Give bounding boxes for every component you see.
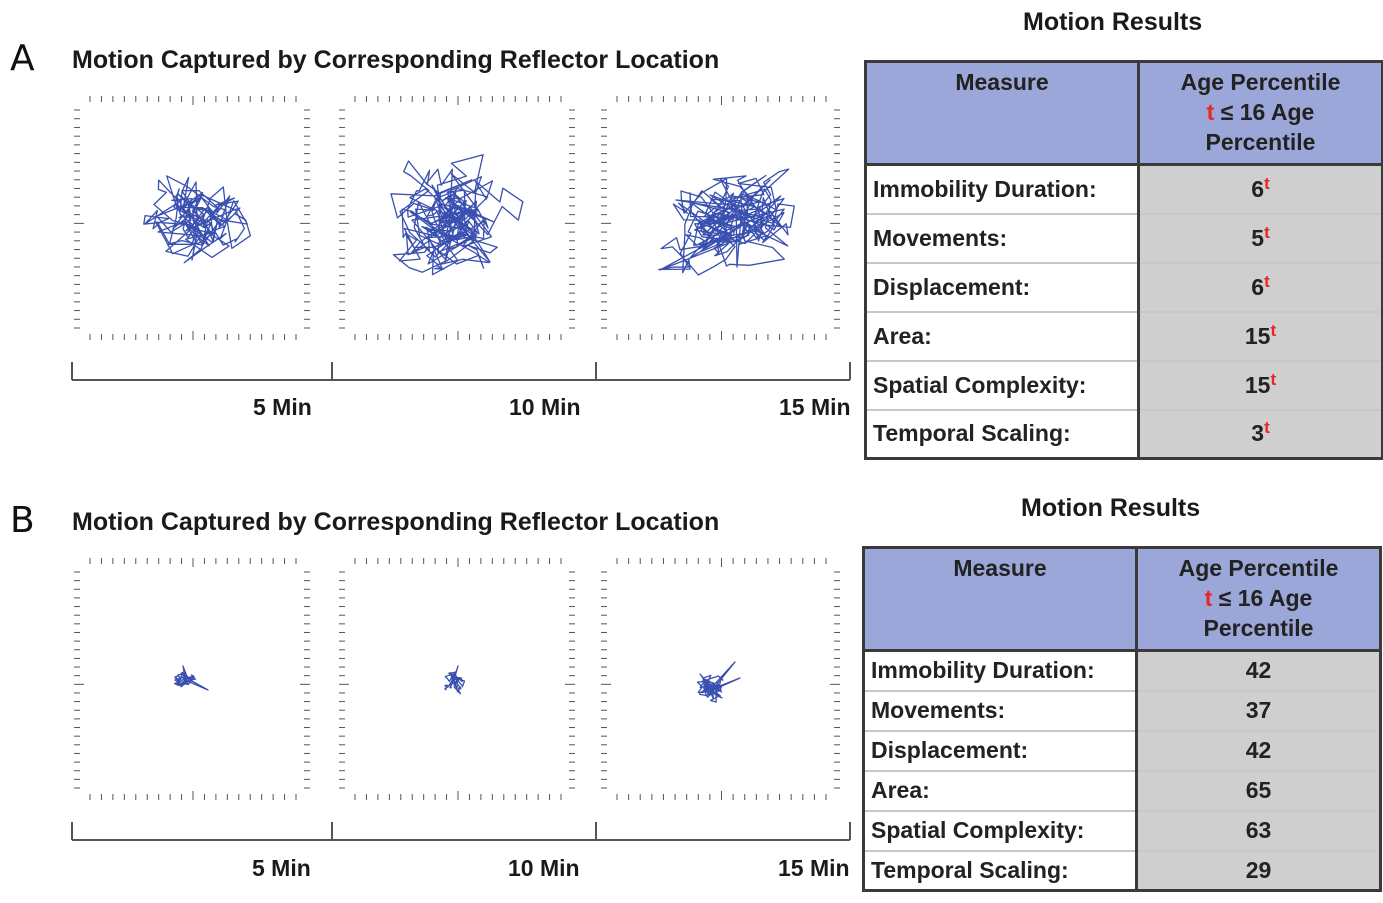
value-cell: 65	[1135, 769, 1382, 812]
value-cell: 29	[1135, 849, 1382, 892]
time-label-10min: 10 Min	[509, 394, 581, 420]
measure-cell: Immobility Duration:	[862, 649, 1138, 692]
plot-frame-2	[339, 96, 575, 340]
table-row: Temporal Scaling: 29	[862, 849, 1382, 892]
trajectory-5min	[143, 175, 252, 264]
flag-t: t	[1270, 320, 1277, 340]
results-title: Motion Results	[1023, 8, 1203, 36]
header-flag-t: t	[1206, 99, 1215, 125]
time-label-10min: 10 Min	[508, 855, 580, 881]
trajectory-plots-svg	[71, 558, 851, 841]
panel-b: B Motion Captured by Corresponding Refle…	[0, 486, 1383, 903]
table-row: Immobility Duration: 6t	[864, 163, 1383, 215]
time-label-15min: 15 Min	[778, 855, 850, 881]
trajectory-15min	[696, 661, 741, 703]
table-row: Movements: 37	[862, 689, 1382, 732]
trajectory-15min	[658, 168, 795, 276]
measure-cell: Spatial Complexity:	[862, 809, 1138, 852]
table-row: Spatial Complexity: 63	[862, 809, 1382, 852]
measure-cell: Area:	[862, 769, 1138, 812]
measure-cell: Immobility Duration:	[864, 163, 1140, 215]
plot-frame-1	[74, 558, 310, 800]
header-age-percentile: Age Percentile t ≤ 16 Age Percentile	[1135, 546, 1382, 652]
table-row: Spatial Complexity: 15t	[864, 359, 1383, 411]
table-row: Area: 65	[862, 769, 1382, 812]
value-cell: 6t	[1137, 261, 1383, 313]
measure-cell: Movements:	[864, 212, 1140, 264]
measure-cell: Temporal Scaling:	[864, 408, 1140, 460]
value-cell: 42	[1135, 649, 1382, 692]
trajectory-5min	[173, 665, 209, 691]
panel-letter: A	[10, 38, 35, 79]
time-scale-bar	[71, 822, 851, 841]
time-label-15min: 15 Min	[779, 394, 851, 420]
measure-cell: Movements:	[862, 689, 1138, 732]
value-cell: 15t	[1137, 310, 1383, 362]
value-cell: 63	[1135, 809, 1382, 852]
flag-t: t	[1264, 173, 1270, 193]
trajectory-10min	[444, 665, 466, 695]
table-row: Displacement: 42	[862, 729, 1382, 772]
time-label-5min: 5 Min	[252, 855, 311, 881]
trajectory-plots-svg	[71, 96, 851, 381]
table-row: Immobility Duration: 42	[862, 649, 1382, 692]
plot-frame-2	[339, 558, 575, 800]
header-flag-t: t	[1204, 585, 1213, 611]
table-row: Temporal Scaling: 3t	[864, 408, 1383, 460]
plot-frame-3	[601, 96, 840, 340]
measure-cell: Displacement:	[864, 261, 1140, 313]
flag-t: t	[1264, 418, 1270, 438]
panel-a: A Motion Captured by Corresponding Refle…	[10, 8, 1383, 460]
flag-t: t	[1264, 271, 1270, 291]
motion-results-table: Measure Age Percentile t ≤ 16 Age Percen…	[864, 60, 1383, 460]
measure-cell: Spatial Complexity:	[864, 359, 1140, 411]
motion-results-table: Measure Age Percentile t ≤ 16 Age Percen…	[862, 546, 1382, 892]
panel-letter: B	[10, 500, 35, 541]
table-row: Displacement: 6t	[864, 261, 1383, 313]
flag-t: t	[1270, 369, 1277, 389]
time-scale-bar	[71, 362, 851, 381]
value-cell: 42	[1135, 729, 1382, 772]
value-cell: 3t	[1137, 408, 1383, 460]
measure-cell: Temporal Scaling:	[862, 849, 1138, 892]
panel-title: Motion Captured by Corresponding Reflect…	[72, 508, 720, 536]
value-cell: 6t	[1137, 163, 1383, 215]
header-age-percentile: Age Percentile t ≤ 16 Age Percentile	[1137, 60, 1383, 166]
measure-cell: Displacement:	[862, 729, 1138, 772]
panel-title: Motion Captured by Corresponding Reflect…	[72, 46, 720, 74]
value-cell: 15t	[1137, 359, 1383, 411]
table-header-row: Measure Age Percentile t ≤ 16 Age Percen…	[862, 546, 1382, 652]
measure-cell: Area:	[864, 310, 1140, 362]
plot-frame-3	[601, 558, 840, 800]
table-row: Movements: 5t	[864, 212, 1383, 264]
table-header-row: Measure Age Percentile t ≤ 16 Age Percen…	[864, 60, 1383, 166]
trajectory-10min	[390, 154, 524, 276]
header-measure: Measure	[862, 546, 1138, 652]
table-row: Area: 15t	[864, 310, 1383, 362]
value-cell: 5t	[1137, 212, 1383, 264]
value-cell: 37	[1135, 689, 1382, 732]
flag-t: t	[1264, 222, 1270, 242]
header-measure: Measure	[864, 60, 1140, 166]
plot-frame-1	[74, 96, 310, 340]
results-title: Motion Results	[1021, 494, 1201, 522]
time-label-5min: 5 Min	[253, 394, 312, 420]
